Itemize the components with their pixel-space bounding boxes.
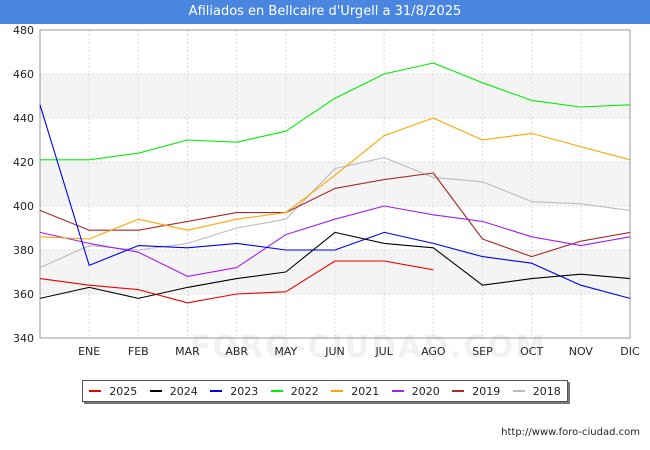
y-tick-label: 420 — [13, 156, 34, 169]
series-line-2024 — [39, 231, 631, 299]
legend-item-2020: 2020 — [391, 384, 440, 398]
series-line-2022 — [40, 62, 631, 161]
legend-item-2022: 2022 — [270, 384, 319, 398]
y-tick-label: 340 — [13, 332, 34, 345]
series-line-2019 — [39, 172, 631, 258]
x-axis: ENE FEB MAR ABR MAY JUN JUL AGO SEP OCT NOV DIC — [78, 345, 640, 358]
y-tick-label: 460 — [13, 68, 34, 81]
legend-swatch — [391, 390, 404, 392]
legend-item-2023: 2023 — [210, 385, 258, 398]
legend-swatch — [149, 390, 162, 392]
legend-swatch — [270, 390, 283, 392]
x-tick-label: ABR — [225, 345, 248, 358]
plot-frame — [39, 29, 631, 339]
y-axis: 340 360 380 400 420 440 460 480 — [13, 24, 34, 345]
x-tick-label: DIC — [620, 345, 640, 358]
y-tick-label: 400 — [13, 200, 34, 213]
y-tick-label: 480 — [13, 24, 34, 37]
legend-label: 2020 — [411, 384, 440, 398]
source-link[interactable]: http://www.foro-ciudad.com — [501, 427, 640, 438]
series-line-2025 — [39, 260, 434, 304]
legend-item-2018: 2018 — [512, 384, 561, 398]
legend-item-2021: 2021 — [331, 385, 379, 398]
x-tick-label: AGO — [421, 345, 446, 358]
legend-label: 2019 — [472, 384, 501, 398]
legend-swatch — [331, 390, 344, 392]
legend-label: 2023 — [230, 384, 259, 398]
legend-label: 2018 — [532, 384, 561, 398]
y-tick-label: 360 — [13, 288, 34, 301]
x-tick-label: OCT — [520, 345, 543, 358]
series-line-2023 — [39, 104, 631, 299]
legend-label: 2022 — [290, 384, 319, 398]
x-tick-label: MAR — [175, 345, 200, 358]
legend-swatch — [89, 390, 102, 392]
x-tick-label: SEP — [472, 345, 493, 358]
series-lines — [39, 62, 631, 304]
watermark: FORO-CIUDAD.COM — [190, 330, 547, 365]
y-tick-label: 440 — [13, 112, 34, 125]
series-line-2020 — [39, 205, 631, 277]
legend-item-2019: 2019 — [452, 385, 500, 398]
legend-label: 2024 — [169, 384, 198, 398]
legend: 2025 2024 2023 2022 2021 2020 2019 2018 — [82, 380, 568, 402]
x-tick-label: ENE — [78, 345, 100, 358]
x-tick-label: MAY — [274, 345, 297, 358]
y-tick-label: 380 — [13, 244, 34, 257]
x-tick-label: JUL — [374, 345, 393, 358]
series-line-2018 — [39, 157, 631, 269]
legend-swatch — [512, 390, 525, 392]
series-line-2021 — [39, 117, 631, 240]
legend-label: 2025 — [109, 384, 138, 398]
chart-title: Afiliados en Bellcaire d'Urgell a 31/8/2… — [0, 0, 650, 24]
x-tick-label: JUN — [324, 345, 345, 358]
legend-item-2025: 2025 — [89, 385, 137, 398]
legend-swatch — [452, 390, 465, 392]
legend-item-2024: 2024 — [149, 384, 198, 398]
x-tick-label: NOV — [569, 345, 594, 358]
legend-label: 2021 — [351, 384, 380, 398]
x-tick-label: FEB — [128, 345, 149, 358]
grid-lines — [39, 29, 631, 339]
legend-swatch — [210, 390, 223, 392]
